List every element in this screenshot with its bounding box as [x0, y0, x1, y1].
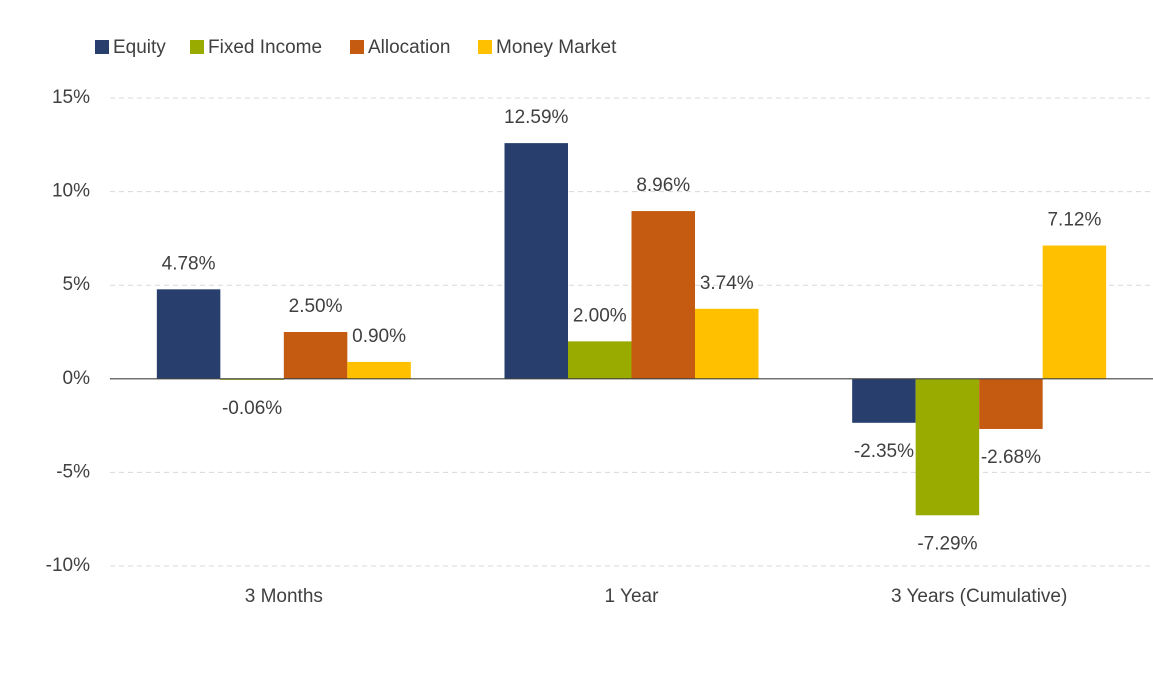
value-label: -2.68%: [981, 447, 1041, 468]
legend-swatch: [95, 40, 109, 54]
bar: [695, 308, 759, 379]
value-label: 0.90%: [352, 326, 406, 347]
legend-swatch: [350, 40, 364, 54]
y-tick-label: -5%: [56, 461, 90, 482]
bar: [852, 378, 916, 423]
bar: [156, 289, 221, 379]
legend-swatch: [478, 40, 492, 54]
x-tick-label: 1 Year: [605, 586, 660, 607]
y-tick-label: -10%: [46, 555, 90, 576]
legend-label: Fixed Income: [208, 37, 322, 58]
value-label: 2.50%: [289, 296, 343, 317]
value-label: -2.35%: [854, 441, 914, 462]
bar: [504, 143, 568, 379]
y-tick-label: 15%: [52, 87, 90, 108]
value-label: 8.96%: [636, 175, 690, 196]
value-label: -0.06%: [222, 398, 282, 419]
y-tick-label: 5%: [63, 274, 91, 295]
legend-label: Money Market: [496, 37, 617, 58]
y-tick-label: 0%: [63, 368, 91, 389]
value-label: 7.12%: [1047, 210, 1101, 231]
legend-swatch: [190, 40, 204, 54]
x-tick-label: 3 Months: [245, 586, 323, 607]
bar: [915, 378, 980, 516]
value-label: -7.29%: [917, 533, 977, 554]
value-label: 2.00%: [573, 305, 627, 326]
legend-label: Equity: [113, 37, 166, 58]
bar: [347, 361, 411, 379]
legend-label: Allocation: [368, 37, 450, 58]
bar: [568, 341, 632, 379]
y-tick-label: 10%: [52, 181, 90, 202]
bar: [283, 332, 348, 379]
value-label: 3.74%: [700, 273, 754, 294]
bar: [1042, 245, 1107, 379]
bar: [631, 211, 695, 379]
bar: [979, 378, 1043, 429]
value-label: 12.59%: [504, 107, 569, 128]
value-label: 4.78%: [162, 253, 216, 274]
x-tick-label: 3 Years (Cumulative): [891, 586, 1067, 607]
